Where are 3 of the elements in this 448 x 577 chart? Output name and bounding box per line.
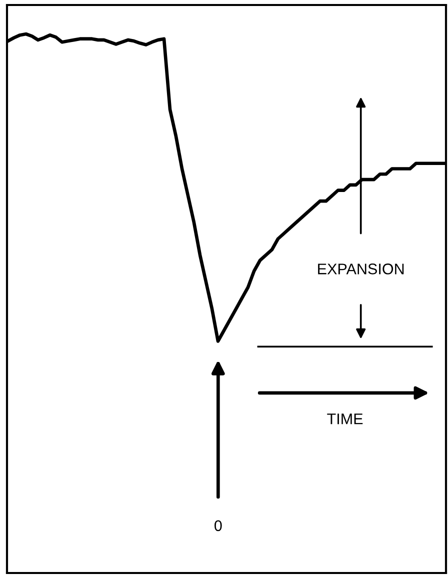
annotation: TIME: [327, 414, 363, 424]
annotation: 0: [214, 520, 222, 532]
annotation: EXPANSION: [318, 264, 404, 274]
